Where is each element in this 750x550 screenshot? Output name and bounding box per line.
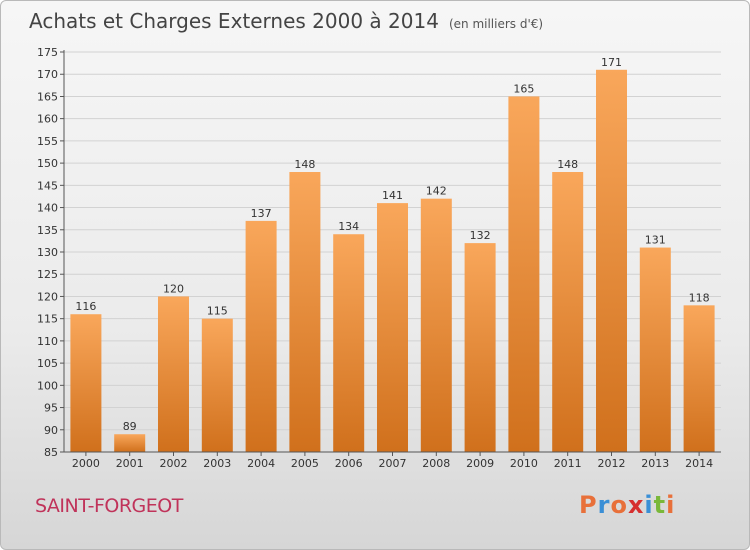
bar-2004 <box>245 220 277 452</box>
labels: 85 90 95 100 105 110 115 120 125 130 135 140 145 150 1… <box>37 46 713 470</box>
bar-2007 <box>377 203 408 452</box>
bar-2014 <box>683 305 715 452</box>
value-label-2001: 89 <box>123 420 137 433</box>
x-tick-label-2012: 2012 <box>598 457 626 470</box>
bar-2010 <box>508 96 540 452</box>
y-tick-label: 175 <box>37 46 58 59</box>
logo-letter: o <box>610 491 628 519</box>
commune-name: SAINT-FORGEOT <box>35 495 183 517</box>
bar-2011 <box>552 172 584 452</box>
x-tick-label-2011: 2011 <box>554 457 582 470</box>
x-tick-label-2002: 2002 <box>160 457 188 470</box>
value-label-2012: 171 <box>601 56 622 69</box>
bar-2013 <box>639 247 671 452</box>
y-tick-label: 110 <box>37 335 58 348</box>
value-label-2007: 141 <box>382 189 403 202</box>
x-tick-label-2010: 2010 <box>510 457 538 470</box>
y-tick-label: 90 <box>44 424 58 437</box>
y-tick-label: 105 <box>37 357 58 370</box>
y-tick-label: 130 <box>37 246 58 259</box>
value-label-2000: 116 <box>75 300 96 313</box>
logo-letter: i <box>644 491 654 519</box>
bar-2008 <box>420 198 452 452</box>
value-label-2004: 137 <box>251 207 272 220</box>
bar-2005 <box>289 172 321 452</box>
bar-2002 <box>158 296 189 452</box>
x-tick-label-2004: 2004 <box>247 457 275 470</box>
value-label-2006: 134 <box>338 220 359 233</box>
value-label-2014: 118 <box>689 291 710 304</box>
chart-title-text: Achats et Charges Externes 2000 à 2014 <box>29 9 439 33</box>
y-tick-label: 135 <box>37 224 58 237</box>
value-label-2008: 142 <box>426 185 447 198</box>
y-tick-label: 85 <box>44 446 58 459</box>
value-label-2005: 148 <box>294 158 315 171</box>
x-tick-label-2008: 2008 <box>422 457 450 470</box>
x-tick-label-2009: 2009 <box>466 457 494 470</box>
chart-title: Achats et Charges Externes 2000 à 2014 (e… <box>29 9 543 33</box>
y-tick-label: 125 <box>37 268 58 281</box>
y-tick-label: 140 <box>37 202 58 215</box>
y-tick-label: 95 <box>44 402 58 415</box>
y-tick-label: 155 <box>37 135 58 148</box>
x-tick-label-2006: 2006 <box>335 457 363 470</box>
y-tick-label: 120 <box>37 290 58 303</box>
logo-letter: i <box>666 491 676 519</box>
y-tick-label: 165 <box>37 90 58 103</box>
logo-letter: P <box>579 491 598 519</box>
x-tick-label-2001: 2001 <box>116 457 144 470</box>
value-label-2013: 131 <box>645 234 666 247</box>
logo-letter: x <box>627 491 645 519</box>
x-tick-label-2003: 2003 <box>203 457 231 470</box>
value-label-2002: 120 <box>163 282 184 295</box>
logo-letter: r <box>597 491 611 519</box>
x-tick-label-2007: 2007 <box>379 457 407 470</box>
y-tick-label: 170 <box>37 68 58 81</box>
y-tick-label: 145 <box>37 179 58 192</box>
bar-2009 <box>464 243 496 452</box>
bar-2001 <box>114 434 146 452</box>
y-tick-label: 160 <box>37 113 58 126</box>
axes <box>60 50 721 456</box>
bar-2012 <box>596 69 627 453</box>
y-tick-label: 100 <box>37 379 58 392</box>
proxiti-logo: Proxiti <box>579 491 675 519</box>
value-label-2003: 115 <box>207 305 228 318</box>
logo-letter: t <box>653 491 667 519</box>
value-label-2009: 132 <box>470 229 491 242</box>
bars <box>70 69 715 453</box>
value-label-2010: 165 <box>513 82 534 95</box>
bar-2003 <box>201 318 233 452</box>
value-label-2011: 148 <box>557 158 578 171</box>
y-tick-label: 150 <box>37 157 58 170</box>
x-tick-label-2005: 2005 <box>291 457 319 470</box>
x-tick-label-2000: 2000 <box>72 457 100 470</box>
x-tick-label-2013: 2013 <box>641 457 669 470</box>
chart-unit: (en milliers d'€) <box>448 17 544 31</box>
bar-2000 <box>70 314 102 452</box>
bar-2006 <box>333 234 365 452</box>
y-tick-label: 115 <box>37 313 58 326</box>
x-tick-label-2014: 2014 <box>685 457 713 470</box>
